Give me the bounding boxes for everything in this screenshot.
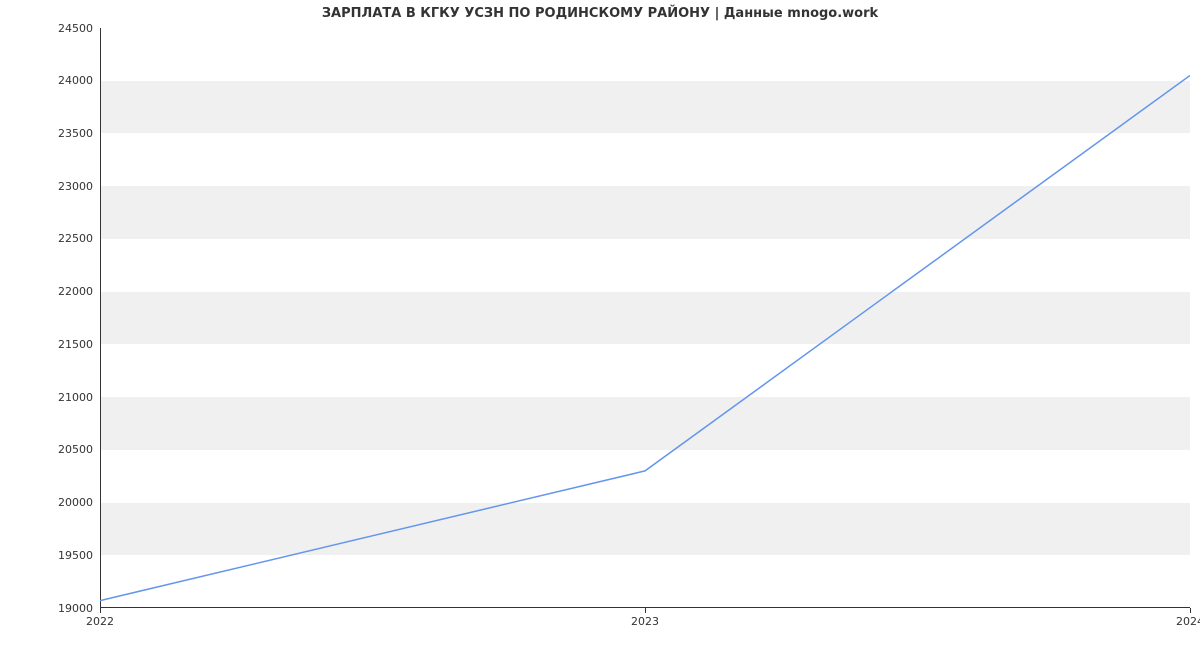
chart-title: ЗАРПЛАТА В КГКУ УСЗН ПО РОДИНСКОМУ РАЙОН…	[0, 6, 1200, 21]
y-tick-label: 21500	[38, 338, 93, 351]
x-tick-mark	[1190, 608, 1191, 613]
y-tick-label: 19000	[38, 602, 93, 615]
y-tick-label: 22000	[38, 285, 93, 298]
x-tick-mark	[645, 608, 646, 613]
y-tick-label: 22500	[38, 232, 93, 245]
salary-line-chart: ЗАРПЛАТА В КГКУ УСЗН ПО РОДИНСКОМУ РАЙОН…	[0, 0, 1200, 650]
y-tick-label: 20000	[38, 496, 93, 509]
y-tick-label: 23000	[38, 180, 93, 193]
y-tick-label: 23500	[38, 127, 93, 140]
x-tick-label: 2022	[70, 615, 130, 628]
y-tick-label: 20500	[38, 443, 93, 456]
x-tick-label: 2023	[615, 615, 675, 628]
series-line-salary	[100, 75, 1190, 600]
x-tick-label: 2024	[1160, 615, 1200, 628]
plot-area: 1900019500200002050021000215002200022500…	[100, 28, 1190, 608]
y-tick-label: 24500	[38, 22, 93, 35]
y-tick-label: 19500	[38, 549, 93, 562]
y-tick-label: 21000	[38, 391, 93, 404]
y-tick-label: 24000	[38, 74, 93, 87]
x-tick-mark	[100, 608, 101, 613]
series-layer	[100, 28, 1190, 608]
